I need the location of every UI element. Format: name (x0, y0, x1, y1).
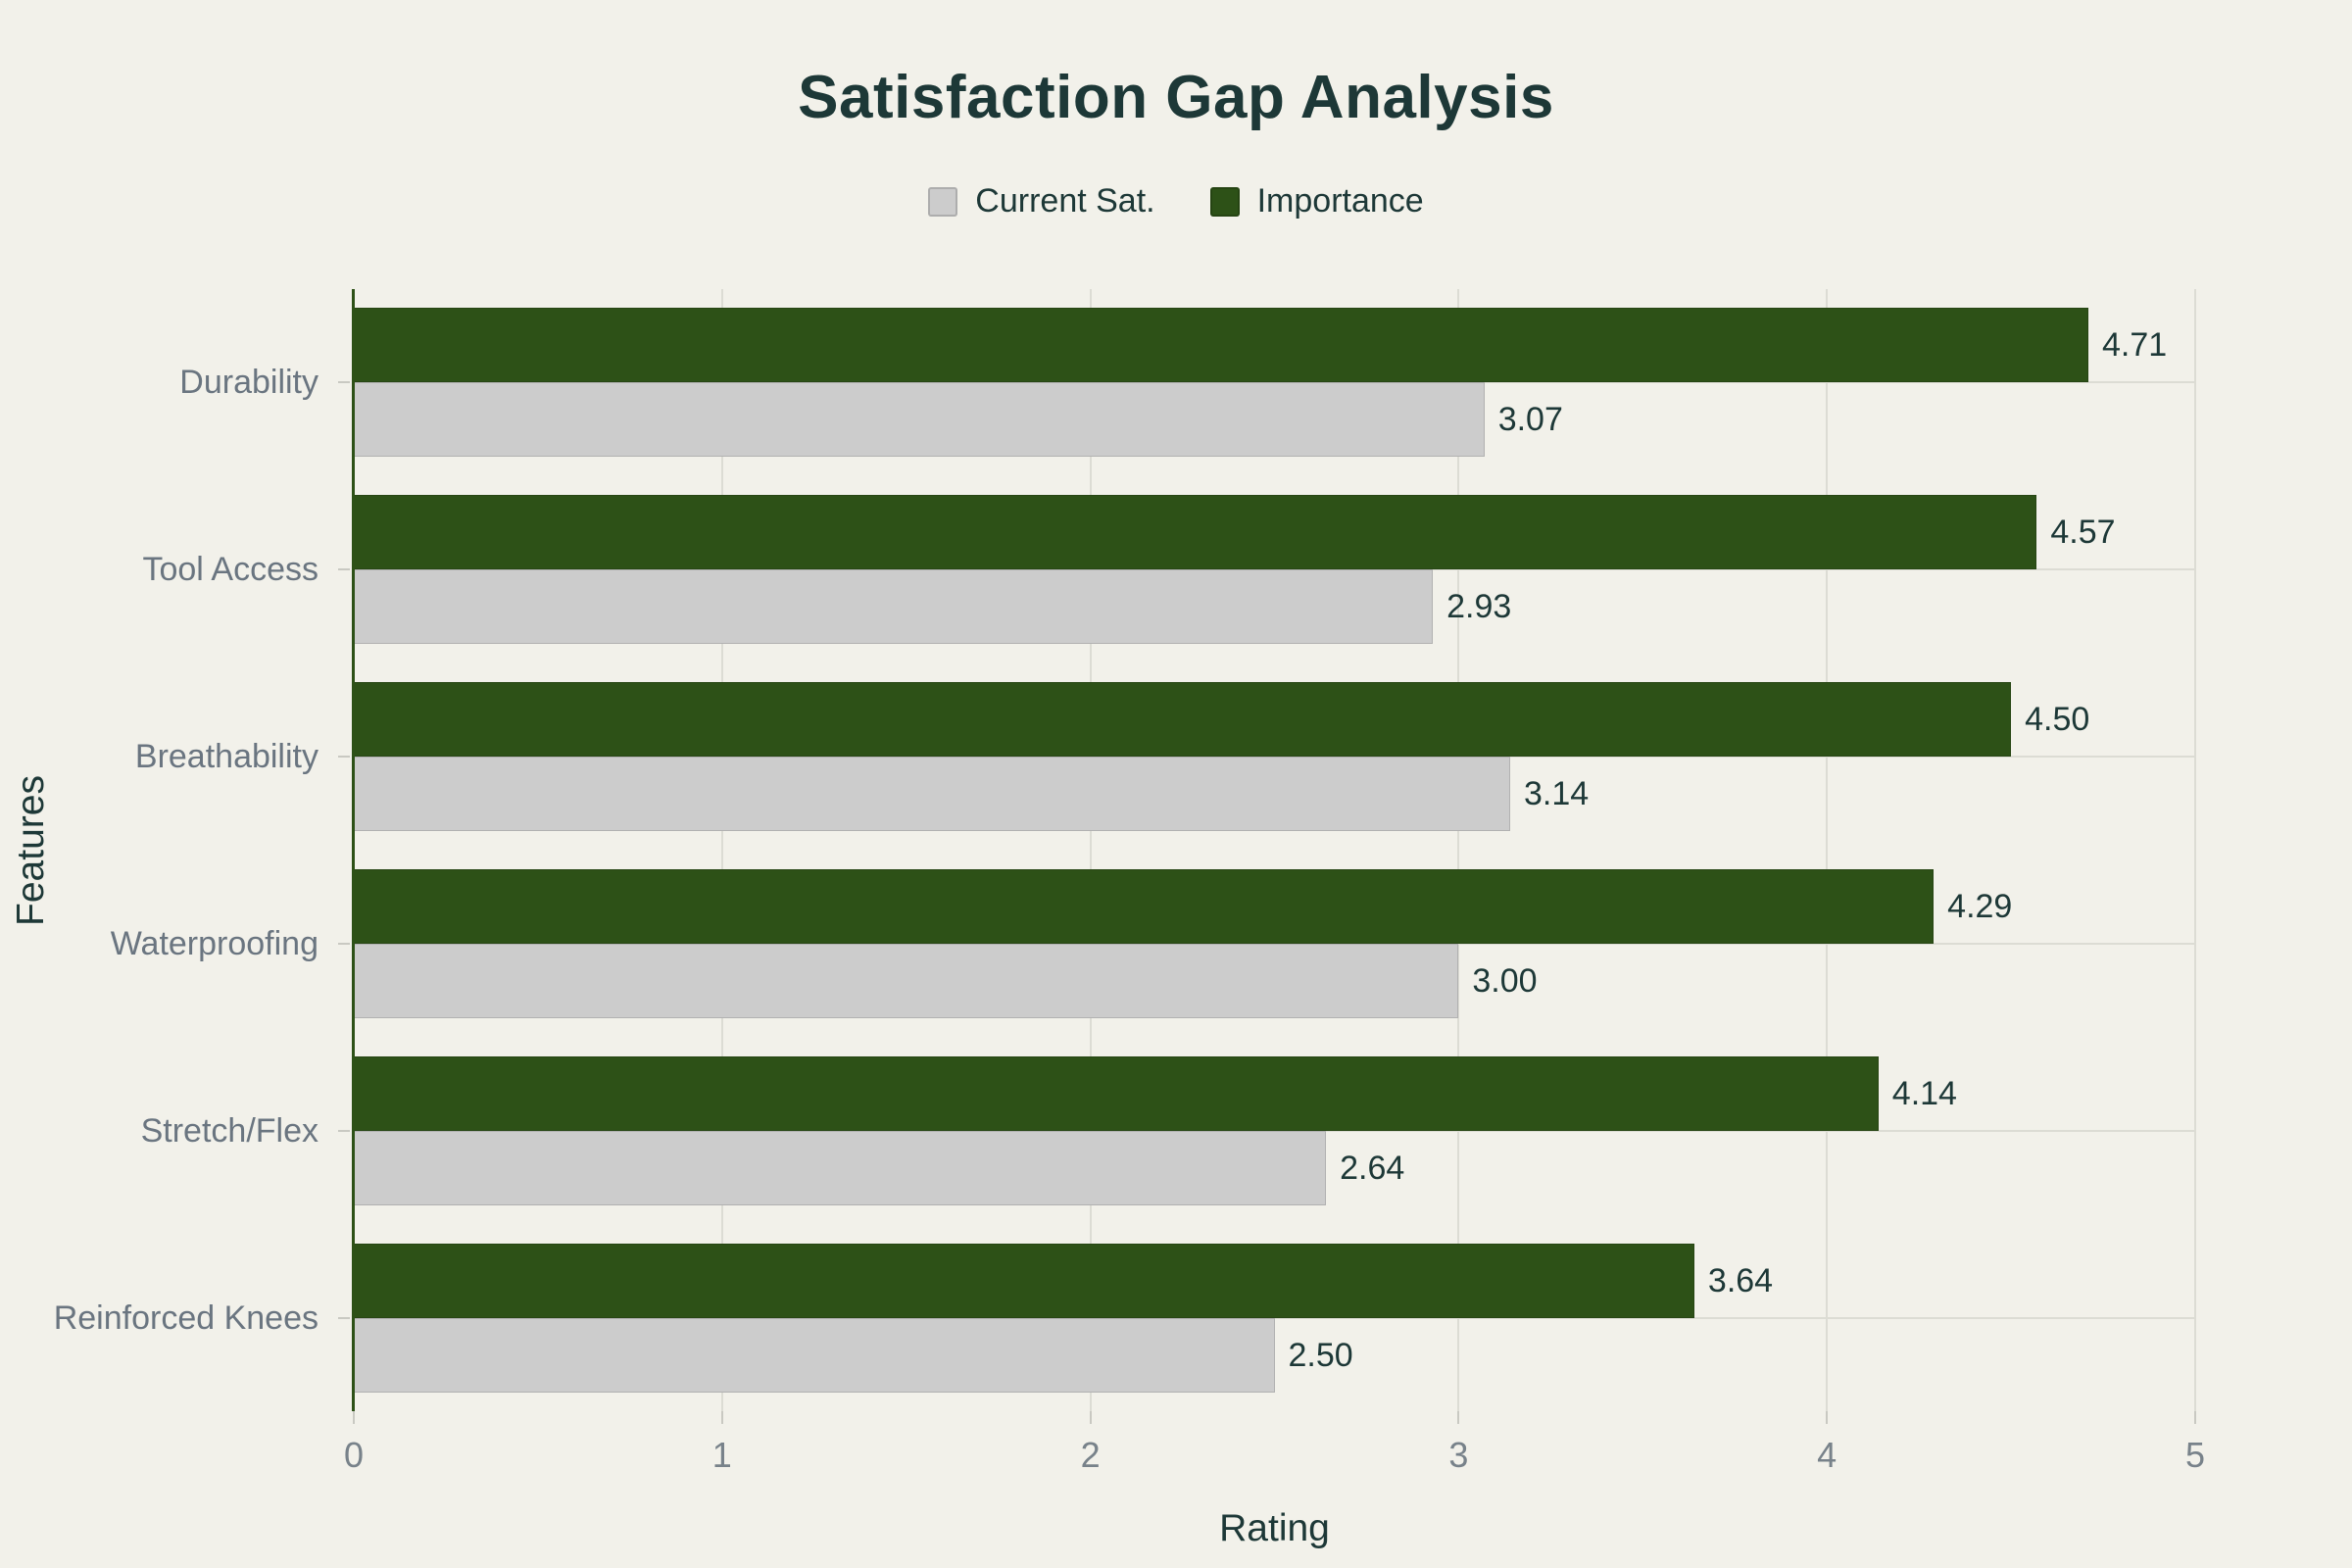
bar-current-sat-tool-access (354, 569, 1434, 645)
x-tick-label-2: 2 (1080, 1435, 1101, 1475)
legend-item-importance: Importance (1209, 182, 1424, 220)
x-tick-label-3: 3 (1448, 1435, 1469, 1475)
value-label-current-sat-stretch-flex: 2.64 (1340, 1149, 1405, 1187)
gridline-x-2 (1089, 289, 1092, 1411)
category-label-waterproofing: Waterproofing (110, 924, 318, 962)
legend-swatch-current-sat (928, 186, 958, 217)
value-label-current-sat-waterproofing: 3.00 (1472, 961, 1538, 1000)
y-tick-mark-stretch-flex (338, 1129, 350, 1132)
bar-current-sat-durability (354, 382, 1485, 458)
y-tick-mark-durability (338, 381, 350, 384)
x-tick-label-4: 4 (1817, 1435, 1838, 1475)
category-label-durability: Durability (179, 364, 318, 402)
gridline-y-reinforced-knees (354, 1316, 2195, 1319)
value-label-current-sat-breathability: 3.14 (1524, 775, 1590, 813)
bar-importance-tool-access (354, 495, 2037, 570)
y-tick-mark-tool-access (338, 568, 350, 571)
bar-current-sat-reinforced-knees (354, 1317, 1275, 1393)
y-axis-title: Features (10, 775, 52, 926)
value-label-importance-waterproofing: 4.29 (1947, 887, 2013, 925)
value-label-current-sat-tool-access: 2.93 (1446, 588, 1512, 626)
x-tick-mark-2 (1089, 1411, 1092, 1424)
x-tick-mark-4 (1826, 1411, 1829, 1424)
category-label-tool-access: Tool Access (142, 551, 318, 589)
y-tick-mark-waterproofing (338, 942, 350, 945)
plot-area: 4.71 3.07 4.57 2.93 4.50 3.14 4.29 3.00 4.14 2.64… (352, 289, 2196, 1411)
bar-importance-durability (354, 308, 2089, 383)
category-label-reinforced-knees: Reinforced Knees (53, 1298, 318, 1337)
chart-title: Satisfaction Gap Analysis (798, 64, 1554, 131)
value-label-importance-tool-access: 4.57 (2050, 514, 2116, 552)
bar-current-sat-stretch-flex (354, 1130, 1327, 1205)
x-axis-title: Rating (1219, 1507, 1330, 1549)
bar-importance-breathability (354, 682, 2012, 758)
value-label-importance-durability: 4.71 (2102, 326, 2168, 365)
category-label-breathability: Breathability (134, 738, 318, 776)
x-tick-mark-5 (2194, 1411, 2196, 1424)
category-label-stretch-flex: Stretch/Flex (140, 1111, 318, 1150)
value-label-importance-breathability: 4.50 (2025, 701, 2090, 739)
y-axis-line (352, 289, 355, 1411)
legend-item-current-sat: Current Sat. (928, 182, 1155, 220)
gridline-x-4 (1826, 289, 1829, 1411)
legend: Current Sat. Importance (0, 182, 2352, 220)
bar-importance-stretch-flex (354, 1055, 1879, 1131)
value-label-importance-reinforced-knees: 3.64 (1707, 1261, 1774, 1299)
x-tick-label-0: 0 (343, 1435, 365, 1475)
gridline-x-3 (1457, 289, 1460, 1411)
legend-swatch-importance (1209, 186, 1240, 217)
gridline-x-5 (2194, 289, 2196, 1411)
bar-importance-reinforced-knees (354, 1243, 1694, 1318)
legend-label-current-sat: Current Sat. (975, 182, 1155, 220)
value-label-current-sat-durability: 3.07 (1497, 401, 1563, 439)
x-tick-label-1: 1 (711, 1435, 732, 1475)
bar-current-sat-waterproofing (354, 943, 1459, 1018)
bar-importance-waterproofing (354, 868, 1935, 944)
y-axis-labels: Durability Tool Access Breathability Waterp… (0, 289, 338, 1411)
bar-current-sat-breathability (354, 757, 1510, 832)
x-tick-label-5: 5 (2184, 1435, 2206, 1475)
legend-label-importance: Importance (1256, 182, 1424, 220)
y-tick-mark-reinforced-knees (338, 1316, 350, 1319)
value-label-importance-stretch-flex: 4.14 (1891, 1074, 1957, 1112)
x-tick-mark-1 (720, 1411, 723, 1424)
y-tick-mark-breathability (338, 756, 350, 759)
x-tick-mark-3 (1457, 1411, 1460, 1424)
gridline-x-1 (720, 289, 723, 1411)
x-tick-mark-0 (353, 1411, 355, 1424)
value-label-current-sat-reinforced-knees: 2.50 (1288, 1336, 1353, 1374)
